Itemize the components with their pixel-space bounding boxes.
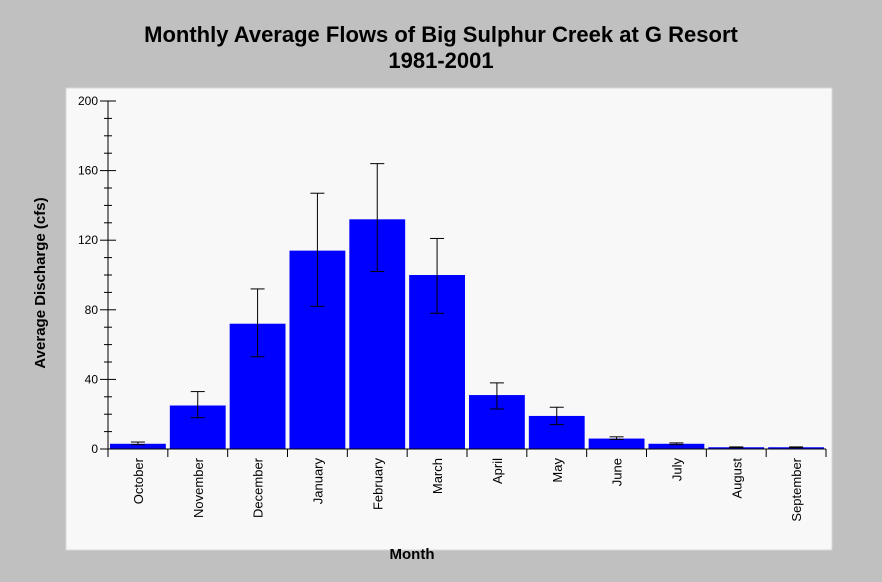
x-tick-label-april: April bbox=[490, 458, 505, 484]
x-tick-label-may: May bbox=[550, 458, 565, 483]
axes-layer: 0 40 80 120 160 200 October November December Jan… bbox=[78, 94, 827, 522]
error-bar-september bbox=[789, 446, 804, 449]
error-bar-january bbox=[310, 192, 325, 307]
y-tick-label: 40 bbox=[85, 372, 99, 386]
error-bar-march bbox=[430, 237, 445, 314]
x-tick-label-july: July bbox=[669, 458, 684, 482]
error-bar-august bbox=[729, 446, 744, 449]
x-tick-label-june: June bbox=[610, 458, 625, 486]
error-bar-may bbox=[549, 406, 564, 426]
x-tick-label-november: November bbox=[191, 457, 206, 518]
y-tick-label: 200 bbox=[78, 94, 98, 108]
chart-title: Monthly Average Flows of Big Sulphur Cre… bbox=[0, 22, 882, 74]
bars-layer bbox=[110, 219, 824, 449]
bar-october bbox=[110, 443, 166, 449]
chart-title-line: Monthly Average Flows of Big Sulphur Cre… bbox=[144, 22, 738, 47]
y-tick-label: 160 bbox=[78, 164, 98, 178]
x-tick-label-december: December bbox=[251, 457, 266, 518]
error-bar-december bbox=[250, 288, 265, 358]
y-tick-label: 80 bbox=[85, 303, 99, 317]
error-bars-layer bbox=[130, 163, 804, 449]
x-tick-label-february: February bbox=[370, 458, 385, 511]
error-bar-june bbox=[609, 436, 624, 440]
error-bar-october bbox=[130, 441, 145, 446]
bar-july bbox=[648, 443, 705, 449]
x-axis-label: Month bbox=[390, 546, 435, 563]
error-bar-april bbox=[489, 382, 504, 410]
chart-subtitle-line: 1981-2001 bbox=[388, 48, 494, 73]
y-tick-label: 0 bbox=[91, 442, 98, 456]
error-bar-november bbox=[190, 391, 205, 419]
x-tick-label-august: August bbox=[729, 458, 744, 499]
bar-september bbox=[768, 447, 824, 449]
bar-august bbox=[708, 447, 765, 449]
x-tick-label-january: January bbox=[310, 458, 325, 505]
error-bar-july bbox=[669, 442, 684, 446]
y-axis-label: Average Discharge (cfs) bbox=[32, 197, 49, 368]
bar-june bbox=[588, 438, 645, 449]
y-tick-label: 120 bbox=[78, 233, 98, 247]
x-tick-label-october: October bbox=[131, 457, 146, 504]
x-tick-label-march: March bbox=[430, 458, 445, 494]
x-tick-label-september: September bbox=[789, 457, 804, 521]
error-bar-february bbox=[370, 163, 385, 273]
